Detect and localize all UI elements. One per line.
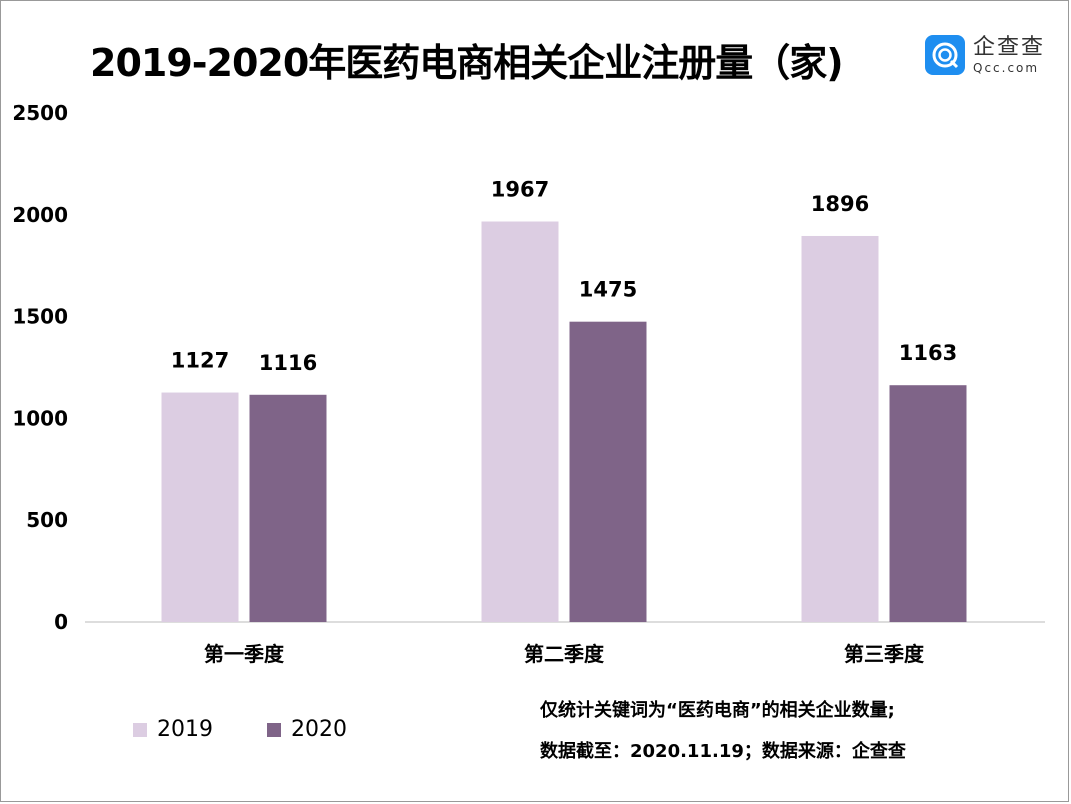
bar-2019 [801,235,879,622]
logo-en-text: Qcc.com [973,60,1040,75]
data-label: 1967 [491,178,549,202]
qcc-logo-icon [925,35,965,75]
legend-label: 2019 [157,717,213,742]
data-label: 1116 [259,351,317,375]
qcc-logo: 企查查 Qcc.com [925,35,1045,75]
data-label: 1475 [579,278,637,302]
y-tick-label: 1500 [12,305,68,329]
y-tick-label: 0 [54,610,68,634]
y-tick-label: 2500 [12,101,68,125]
note-scope: 仅统计关键词为“医药电商”的相关企业数量; [540,700,895,721]
chart-title: 2019-2020年医药电商相关企业注册量（家) [90,41,844,85]
y-tick-label: 1000 [12,406,68,430]
bar-2020 [569,321,647,622]
bar-2020 [249,394,327,622]
data-label: 1127 [171,349,229,373]
x-tick-label: 第一季度 [204,642,285,666]
x-tick-label: 第二季度 [524,642,605,666]
legend-swatch [267,722,281,737]
legend-item-2020: 2020 [267,717,347,742]
x-tick-label: 第三季度 [844,642,925,666]
bar-2020 [889,385,967,622]
data-label: 1896 [811,192,869,216]
legend-item-2019: 2019 [133,717,213,742]
legend-label: 2020 [291,717,347,742]
logo-cn-text: 企查查 [973,34,1046,60]
bar-2019 [161,392,239,622]
note-source: 数据截至：2020.11.19；数据来源：企查查 [540,741,906,762]
y-tick-label: 2000 [12,203,68,227]
legend-swatch [133,722,147,737]
y-tick-label: 500 [26,508,68,532]
data-label: 1163 [899,341,957,365]
bar-2019 [481,221,559,622]
